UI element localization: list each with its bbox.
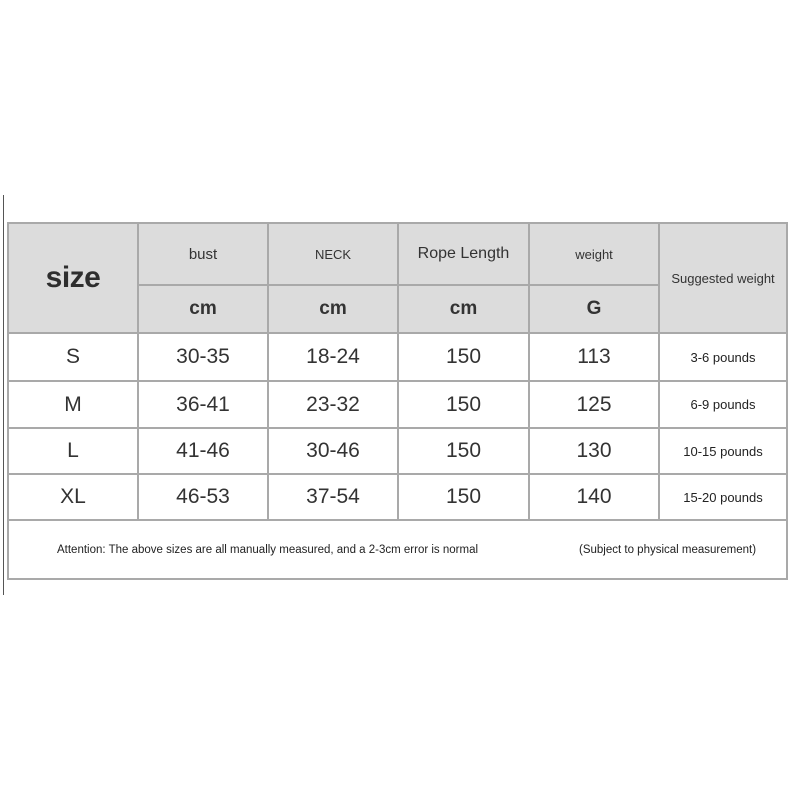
cell-rope: 150: [399, 382, 530, 429]
cell-weight: 140: [530, 475, 660, 521]
table-footer: Attention: The above sizes are all manua…: [9, 520, 786, 578]
size-chart-table: size bust NECK Rope Length weight Sugges…: [7, 222, 788, 580]
header-suggested-weight: Suggested weight: [660, 224, 786, 334]
header-weight: weight: [530, 224, 660, 286]
cell-weight: 113: [530, 334, 660, 382]
cell-bust: 36-41: [139, 382, 269, 429]
cell-bust: 41-46: [139, 429, 269, 475]
cell-rope: 150: [399, 475, 530, 521]
left-border-line: [3, 195, 4, 595]
header-size: size: [9, 224, 139, 334]
unit-bust: cm: [139, 286, 269, 334]
cell-neck: 18-24: [269, 334, 399, 382]
cell-neck: 23-32: [269, 382, 399, 429]
cell-size: XL: [9, 475, 139, 521]
cell-suggested: 10-15 pounds: [660, 429, 786, 475]
header-neck: NECK: [269, 224, 399, 286]
unit-neck: cm: [269, 286, 399, 334]
cell-neck: 37-54: [269, 475, 399, 521]
cell-size: M: [9, 382, 139, 429]
cell-weight: 130: [530, 429, 660, 475]
measurement-note: (Subject to physical measurement): [579, 544, 757, 556]
cell-size: S: [9, 334, 139, 382]
cell-size: L: [9, 429, 139, 475]
cell-suggested: 3-6 pounds: [660, 334, 786, 382]
unit-weight: G: [530, 286, 660, 334]
cell-suggested: 6-9 pounds: [660, 382, 786, 429]
cell-neck: 30-46: [269, 429, 399, 475]
unit-rope-length: cm: [399, 286, 530, 334]
cell-weight: 125: [530, 382, 660, 429]
header-rope-length: Rope Length: [399, 224, 530, 286]
cell-bust: 46-53: [139, 475, 269, 521]
attention-note: Attention: The above sizes are all manua…: [57, 544, 479, 556]
cell-suggested: 15-20 pounds: [660, 475, 786, 521]
cell-rope: 150: [399, 429, 530, 475]
cell-rope: 150: [399, 334, 530, 382]
cell-bust: 30-35: [139, 334, 269, 382]
header-bust: bust: [139, 224, 269, 286]
